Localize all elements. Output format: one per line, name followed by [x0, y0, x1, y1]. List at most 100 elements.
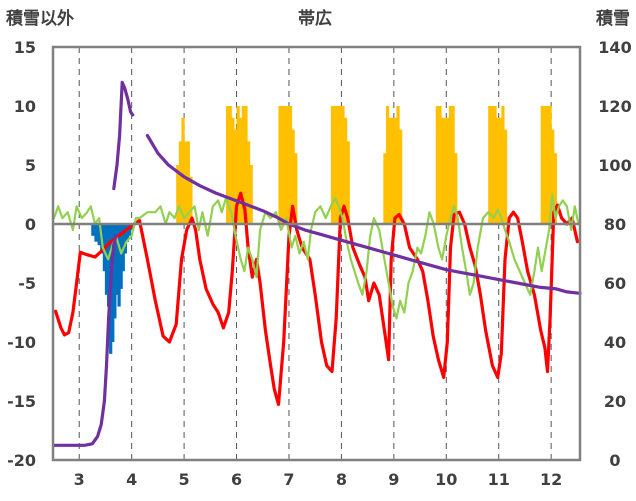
orange-bar-12 [241, 106, 245, 224]
series-lines [52, 80, 582, 447]
purple-line-segment-1 [112, 80, 135, 191]
right-tick-label: 40 [604, 333, 626, 352]
x-tick-label: 5 [179, 470, 190, 489]
orange-bar-57 [553, 153, 557, 224]
blue-bar-1 [94, 224, 98, 242]
red-line [54, 191, 579, 407]
purple-line-segment-0 [52, 234, 118, 447]
x-tick-label: 4 [126, 470, 137, 489]
orange-bar-44 [454, 153, 458, 224]
orange-bar-31 [385, 106, 390, 224]
blue-bar-16 [127, 224, 132, 236]
right-tick-label: 140 [598, 38, 631, 57]
orange-bar-55 [548, 106, 552, 224]
orange-bar-16 [278, 106, 282, 224]
right-tick-label: 120 [598, 97, 631, 116]
green-line [52, 193, 580, 320]
orange-bar-7 [228, 106, 232, 224]
chart-title: 帯広 [298, 8, 332, 29]
orange-bar-51 [503, 129, 508, 224]
orange-bar-14 [246, 141, 251, 224]
orange-bar-29 [346, 141, 350, 224]
x-tick-label: 7 [283, 470, 294, 489]
right-tick-label: 20 [604, 392, 626, 411]
orange-bar-27 [341, 106, 345, 224]
orange-bar-26 [338, 106, 342, 224]
plot-frame [51, 45, 582, 462]
orange-bar-43 [451, 106, 455, 224]
orange-bar-37 [435, 106, 439, 224]
orange-bar-13 [244, 106, 248, 224]
orange-bar-34 [393, 117, 398, 224]
orange-bar-56 [551, 129, 555, 224]
orange-bar-49 [498, 117, 502, 224]
right-tick-label: 80 [604, 215, 626, 234]
left-axis-label: 積雪以外 [6, 8, 74, 29]
orange-bar-33 [391, 117, 395, 224]
orange-bar-53 [543, 106, 547, 224]
orange-bar-36 [399, 129, 403, 224]
orange-bar-1 [178, 141, 183, 224]
orange-bar-11 [239, 117, 243, 224]
left-tick-label: -10 [7, 333, 36, 352]
orange-bar-50 [501, 106, 505, 224]
orange-bar-8 [231, 117, 235, 224]
orange-bar-0 [176, 165, 180, 224]
blue-bar-11 [117, 224, 121, 307]
orange-bar-21 [291, 129, 295, 224]
orange-bar-3 [184, 141, 188, 224]
blue-bar-12 [119, 224, 123, 289]
orange-bar-20 [288, 106, 293, 224]
right-tick-label: 100 [598, 156, 631, 175]
orange-bar-47 [493, 106, 497, 224]
orange-bar-6 [226, 106, 230, 224]
orange-bar-30 [383, 153, 387, 224]
orange-bar-38 [438, 106, 442, 224]
x-tick-label: 11 [488, 470, 510, 489]
orange-bar-2 [181, 117, 185, 224]
right-tick-label: 60 [604, 274, 626, 293]
x-tick-label: 6 [231, 470, 242, 489]
blue-bar-15 [125, 224, 130, 242]
orange-bar-22 [294, 153, 298, 224]
x-tick-label: 10 [435, 470, 457, 489]
blue-bar-6 [106, 224, 111, 307]
tick-labels: 15 10 5 0 -5 -10 -15 -20 140 120 100 80 60 40 20 0 3 4 5 6 7… [7, 38, 632, 489]
orange-bar-46 [490, 106, 495, 224]
orange-bar-54 [545, 106, 550, 224]
blue-bar-14 [123, 224, 127, 254]
blue-bar-2 [97, 224, 101, 246]
orange-bar-52 [540, 106, 544, 224]
blue-bar-0 [91, 224, 95, 236]
orange-bar-10 [236, 106, 240, 224]
blue-bar-9 [113, 224, 117, 319]
orange-bar-25 [336, 106, 340, 224]
blue-bar-5 [104, 224, 109, 295]
left-tick-label: 5 [25, 156, 36, 175]
orange-bar-40 [443, 117, 447, 224]
orange-bar-39 [441, 117, 445, 224]
right-tick-label: 0 [609, 451, 620, 470]
x-tick-label: 8 [336, 470, 347, 489]
left-tick-label: -15 [7, 392, 36, 411]
orange-bar-24 [333, 106, 337, 224]
left-tick-label: 15 [14, 38, 36, 57]
orange-bar-19 [286, 106, 290, 224]
left-tick-label: 10 [14, 97, 36, 116]
left-tick-label: 0 [25, 215, 36, 234]
orange-bar-35 [396, 106, 400, 224]
orange-bar-48 [496, 117, 500, 224]
orange-bar-5 [189, 176, 193, 224]
orange-bar-45 [488, 106, 492, 224]
right-axis-label: 積雪 [596, 8, 630, 29]
x-tick-label: 12 [540, 470, 562, 489]
bars [91, 106, 557, 354]
blue-bar-8 [111, 224, 115, 342]
orange-bar-41 [446, 117, 450, 224]
x-tick-label: 3 [74, 470, 85, 489]
orange-bar-23 [330, 106, 335, 224]
orange-bar-17 [281, 106, 285, 224]
left-tick-label: -5 [18, 274, 36, 293]
orange-bar-15 [249, 165, 253, 224]
